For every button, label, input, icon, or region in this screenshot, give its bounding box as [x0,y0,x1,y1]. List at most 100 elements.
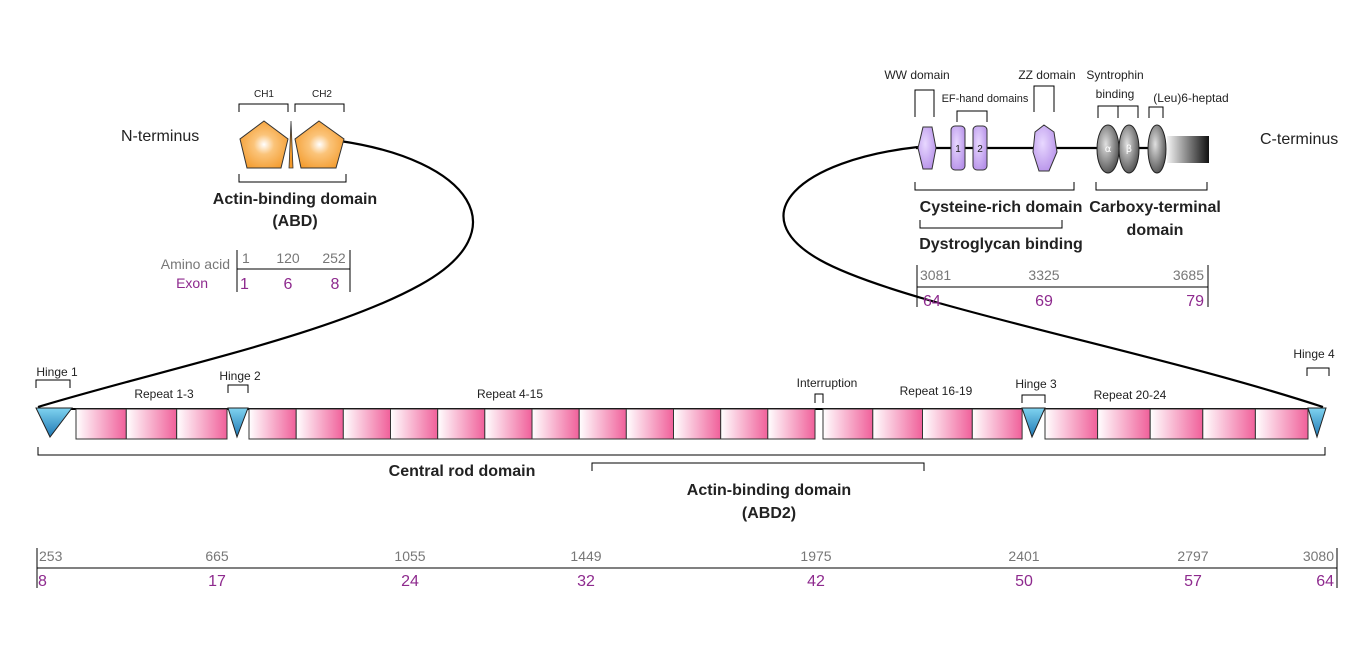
ch-brackets [238,103,345,112]
rod-exon-6: 50 [1015,573,1033,590]
carboxy-terminal-label-line2: domain [1127,222,1184,239]
hinge-4-label: Hinge 4 [1293,347,1335,361]
rod-aa-2: 665 [205,548,229,564]
abd-scale [236,250,351,292]
hinge-3-triangle [1021,407,1046,439]
ef-hand-label: EF-hand domains [942,93,1029,105]
spectrin-repeat-1 [75,408,127,440]
syntrophin-beta-oval [1118,124,1140,174]
carboxy-tail-bar [1167,136,1209,163]
rod-aa-4: 1449 [570,548,601,564]
abd-exon-1: 1 [240,276,249,293]
spectrin-repeat-23 [1202,408,1256,440]
spectrin-repeat-4 [248,408,297,440]
syntrophin-label-line1: Syntrophin [1086,68,1143,82]
rod-exon-5: 42 [807,573,825,590]
carboxy-terminal-bracket [1095,182,1208,191]
abd-title-line1: Actin-binding domain [213,191,377,208]
spectrin-repeat-14 [720,408,769,440]
rod-scale [36,548,1338,588]
repeat-16-19-label: Repeat 16-19 [900,384,973,398]
abd-aa-3: 252 [322,250,346,266]
cterm-exon-1: 64 [923,293,941,310]
hinge-3-label: Hinge 3 [1015,377,1057,391]
spectrin-repeat-21 [1097,408,1151,440]
rod-aa-5: 1975 [800,548,831,564]
repeat-4-15-label: Repeat 4-15 [477,387,543,401]
leu-heptad-oval [1147,124,1167,174]
ww-domain-label: WW domain [884,68,949,82]
abd2-label-line1: Actin-binding domain [687,482,851,499]
rod-exon-3: 24 [401,573,419,590]
zz-domain-shape [1032,124,1058,172]
spectrin-repeat-8 [437,408,486,440]
ch2-domain-pentagon [294,120,345,169]
spectrin-repeat-20 [1044,408,1099,440]
ch-linker [288,120,294,169]
beta-symbol: β [1126,144,1132,155]
rod-exon-2: 17 [208,573,226,590]
dystroglycan-label: Dystroglycan binding [919,236,1083,253]
spectrin-repeat-18 [922,408,973,440]
abd-exon-3: 8 [331,276,340,293]
abd-bracket [238,174,347,183]
spectrin-repeat-17 [872,408,924,440]
spectrin-repeat-5 [295,408,344,440]
cysteine-rich-label: Cysteine-rich domain [920,199,1083,216]
hinge-2-label: Hinge 2 [219,369,261,383]
spectrin-repeat-6 [342,408,391,440]
rod-aa-7: 2797 [1177,548,1208,564]
central-rod-label: Central rod domain [389,463,536,480]
spectrin-repeat-10 [531,408,580,440]
c-terminal-connector-curve [782,145,1324,409]
spectrin-repeat-24 [1254,408,1309,440]
ef-hand-1-shape [950,125,966,171]
cterm-aa-3: 3685 [1173,267,1204,283]
ch2-label: CH2 [312,89,332,100]
syntrophin-label-line2: binding [1096,87,1135,101]
c-terminal-scale [916,265,1209,307]
rod-exon-7: 57 [1184,573,1202,590]
hinge-1-triangle [35,407,74,438]
cterm-exon-2: 69 [1035,293,1053,310]
spectrin-repeat-16 [822,408,874,440]
alpha-symbol: α [1105,144,1112,155]
cterm-exon-3: 79 [1186,293,1204,310]
spectrin-repeat-3 [176,408,228,440]
abd2-label-line2: (ABD2) [742,505,796,522]
zz-domain-label: ZZ domain [1018,68,1075,82]
leu-heptad-bracket [1148,106,1164,118]
spectrin-repeat-7 [390,408,439,440]
ef-hand-2-number: 2 [977,144,983,155]
rod-exon-4: 32 [577,573,595,590]
spectrin-repeat-22 [1149,408,1204,440]
hinge-2-triangle [227,407,249,439]
c-terminus-label: C-terminus [1260,131,1338,148]
dystroglycan-bracket [919,220,1063,229]
ch1-domain-pentagon [239,120,289,169]
rod-aa-6: 2401 [1008,548,1039,564]
amino-acid-label: Amino acid [161,256,230,272]
ch1-label: CH1 [254,89,274,100]
ef-hand-2-shape [972,125,988,171]
abd-exon-2: 6 [284,276,293,293]
spectrin-repeat-12 [625,408,674,440]
exon-label: Exon [176,275,208,291]
ef-hand-1-number: 1 [955,144,961,155]
hinge-4-triangle [1307,407,1327,439]
spectrin-repeat-9 [484,408,533,440]
rod-exon-1: 8 [38,573,47,590]
abd-aa-1: 1 [242,250,250,266]
cterm-aa-1: 3081 [920,267,951,283]
repeat-1-3-label: Repeat 1-3 [134,387,194,401]
carboxy-terminal-label-line1: Carboxy-terminal [1089,199,1221,216]
abd-aa-2: 120 [276,250,300,266]
rod-aa-1: 253 [39,548,63,564]
abd-title-line2: (ABD) [272,213,317,230]
repeat-20-24-label: Repeat 20-24 [1094,388,1167,402]
spectrin-repeat-11 [578,408,627,440]
zz-bracket [1033,85,1055,112]
n-terminal-connector-curve [37,139,475,409]
leu-heptad-label: (Leu)6-heptad [1153,91,1228,105]
